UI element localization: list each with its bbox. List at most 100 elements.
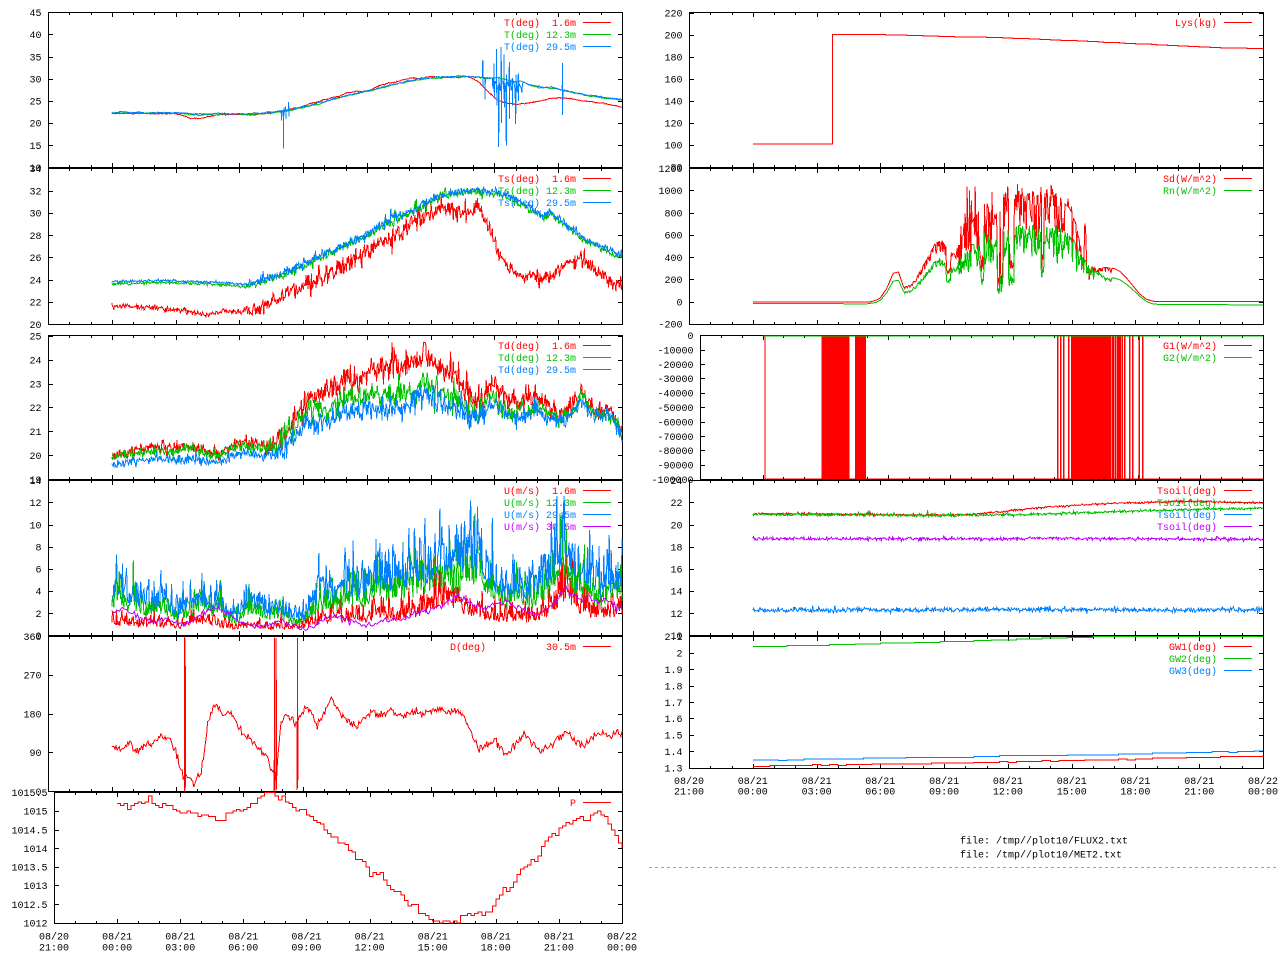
svg-text:-80000: -80000 (657, 447, 693, 458)
svg-text:Sd(W/m^2): Sd(W/m^2) (1163, 174, 1217, 186)
svg-text:600: 600 (664, 232, 682, 243)
svg-text:18: 18 (670, 543, 682, 554)
svg-text:26: 26 (29, 254, 41, 265)
svg-text:8: 8 (35, 543, 41, 554)
svg-text:08/21: 08/21 (1120, 776, 1150, 788)
svg-text:U(m/s) 29.5m: U(m/s) 29.5m (504, 510, 576, 522)
svg-text:23: 23 (29, 380, 41, 391)
svg-text:U(m/s) 30.5m: U(m/s) 30.5m (504, 522, 576, 534)
svg-text:1.4: 1.4 (664, 748, 682, 759)
svg-text:U(m/s) 1.6m: U(m/s) 1.6m (504, 486, 576, 498)
svg-text:12: 12 (29, 499, 41, 510)
svg-text:08/21: 08/21 (481, 932, 511, 944)
svg-text:4: 4 (35, 588, 41, 599)
svg-text:34: 34 (29, 165, 41, 176)
svg-text:T(deg) 1.6m: T(deg) 1.6m (504, 18, 576, 30)
svg-text:08/21: 08/21 (544, 932, 574, 944)
svg-text:220: 220 (664, 10, 682, 21)
svg-text:1015: 1015 (23, 808, 47, 819)
svg-text:Tsoil(deg): Tsoil(deg) (1157, 522, 1217, 534)
svg-text:P: P (570, 799, 576, 810)
svg-text:00:00: 00:00 (607, 944, 637, 955)
svg-text:180: 180 (23, 711, 41, 722)
svg-text:-70000: -70000 (657, 433, 693, 444)
svg-text:06:00: 06:00 (865, 788, 895, 799)
svg-text:08/21: 08/21 (802, 776, 832, 788)
svg-text:08/20: 08/20 (39, 932, 69, 944)
svg-text:08/22: 08/22 (1248, 776, 1278, 788)
svg-text:09:00: 09:00 (929, 788, 959, 799)
svg-text:19: 19 (29, 476, 41, 487)
svg-text:08/21: 08/21 (1184, 776, 1214, 788)
svg-text:1200: 1200 (658, 165, 682, 176)
svg-text:2: 2 (676, 649, 682, 660)
svg-text:-50000: -50000 (657, 404, 693, 415)
svg-text:25: 25 (29, 333, 41, 344)
svg-text:270: 270 (23, 672, 41, 683)
svg-text:U(m/s) 12.3m: U(m/s) 12.3m (504, 498, 576, 510)
svg-text:Rn(W/m^2): Rn(W/m^2) (1163, 186, 1217, 198)
svg-text:10: 10 (670, 632, 682, 643)
svg-text:0: 0 (35, 788, 41, 799)
svg-text:Ts(deg) 12.3m: Ts(deg) 12.3m (498, 186, 576, 198)
svg-text:2.1: 2.1 (664, 633, 682, 644)
svg-text:160: 160 (664, 76, 682, 87)
svg-text:GW1(deg): GW1(deg) (1169, 642, 1217, 654)
svg-text:10: 10 (29, 164, 41, 175)
svg-text:22: 22 (29, 299, 41, 310)
svg-text:08/20: 08/20 (674, 776, 704, 788)
svg-text:100: 100 (664, 142, 682, 153)
svg-text:08/21: 08/21 (165, 932, 195, 944)
svg-text:800: 800 (664, 209, 682, 220)
svg-text:24: 24 (29, 276, 41, 287)
svg-text:-30000: -30000 (657, 375, 693, 386)
svg-text:32: 32 (29, 187, 41, 198)
svg-text:08/21: 08/21 (1057, 776, 1087, 788)
svg-text:12: 12 (670, 610, 682, 621)
svg-text:28: 28 (29, 232, 41, 243)
svg-text:00:00: 00:00 (1248, 788, 1278, 799)
svg-text:0: 0 (35, 632, 41, 643)
svg-text:08/21: 08/21 (993, 776, 1023, 788)
svg-text:08/21: 08/21 (102, 932, 132, 944)
svg-text:80: 80 (670, 164, 682, 175)
svg-text:20: 20 (670, 521, 682, 532)
svg-text:400: 400 (664, 254, 682, 265)
svg-text:6: 6 (35, 566, 41, 577)
svg-text:08/21: 08/21 (865, 776, 895, 788)
svg-text:200: 200 (664, 32, 682, 43)
svg-text:25: 25 (29, 98, 41, 109)
svg-text:1012.5: 1012.5 (11, 901, 47, 912)
svg-text:45: 45 (29, 9, 41, 20)
svg-text:08/22: 08/22 (607, 932, 637, 944)
svg-text:30: 30 (29, 75, 41, 86)
svg-text:Td(deg) 29.5m: Td(deg) 29.5m (498, 365, 576, 377)
svg-text:90: 90 (29, 749, 41, 760)
svg-text:1.9: 1.9 (664, 666, 682, 677)
svg-text:21:00: 21:00 (674, 788, 704, 799)
svg-text:00:00: 00:00 (102, 944, 132, 955)
svg-text:20: 20 (29, 321, 41, 332)
svg-text:-100000: -100000 (651, 476, 693, 487)
svg-text:file: /tmp//plot10/MET2.txt: file: /tmp//plot10/MET2.txt (960, 850, 1122, 862)
svg-text:T(deg) 29.5m: T(deg) 29.5m (504, 42, 576, 54)
svg-text:06:00: 06:00 (228, 944, 258, 955)
svg-text:12:00: 12:00 (355, 944, 385, 955)
svg-text:20: 20 (29, 120, 41, 131)
svg-text:Tsoil(deg): Tsoil(deg) (1157, 486, 1217, 498)
svg-text:G1(W/m^2): G1(W/m^2) (1163, 341, 1217, 353)
svg-text:200: 200 (664, 276, 682, 287)
svg-text:20: 20 (29, 452, 41, 463)
svg-text:14: 14 (29, 477, 41, 488)
svg-text:08/21: 08/21 (355, 932, 385, 944)
svg-text:22: 22 (670, 499, 682, 510)
svg-text:30: 30 (29, 210, 41, 221)
svg-text:21:00: 21:00 (39, 944, 69, 955)
svg-text:T(deg) 12.3m: T(deg) 12.3m (504, 30, 576, 42)
svg-text:08/21: 08/21 (738, 776, 768, 788)
svg-text:1.5: 1.5 (664, 732, 682, 743)
svg-text:0: 0 (676, 298, 682, 309)
svg-text:1013: 1013 (23, 882, 47, 893)
svg-text:GW2(deg): GW2(deg) (1169, 654, 1217, 666)
svg-text:1000: 1000 (658, 187, 682, 198)
